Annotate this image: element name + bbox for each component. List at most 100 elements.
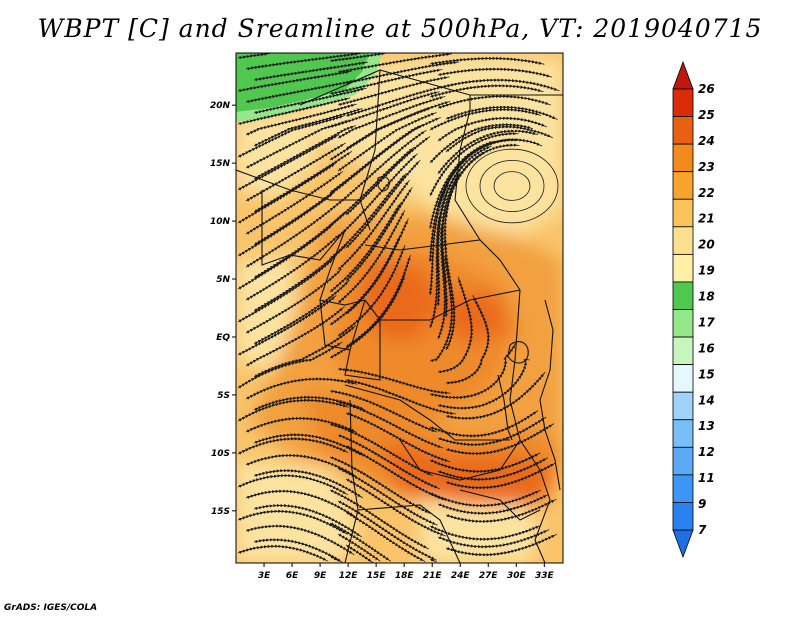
colorbar-label: 13	[698, 419, 715, 433]
colorbar-segment	[672, 143, 694, 173]
circulation-ring	[479, 159, 545, 212]
coastline-east	[539, 299, 561, 491]
colorbar-segment	[672, 446, 694, 476]
border-congo	[344, 320, 381, 381]
lon-label: 3E	[258, 571, 271, 581]
colorbar-label: 23	[698, 160, 715, 174]
border-west-africa	[236, 169, 360, 201]
lon-label: 6E	[286, 571, 299, 581]
streamline	[445, 533, 558, 557]
border-chad-west	[359, 69, 381, 231]
colorbar-label: 22	[698, 186, 715, 200]
lat-label: 15S	[211, 507, 230, 517]
circulation-ring	[465, 148, 559, 224]
lon-label: 12E	[339, 571, 359, 581]
colorbar-label: 16	[698, 341, 715, 355]
colorbar-segment	[672, 391, 694, 421]
colorbar-label: 20	[698, 238, 715, 252]
lake-victoria	[507, 341, 529, 364]
lake-tanganyika	[497, 374, 513, 441]
colorbar-label: 15	[698, 367, 715, 381]
lat-label: EQ	[216, 333, 230, 343]
border-car	[364, 239, 521, 291]
colorbar-segment	[672, 88, 694, 117]
streamline	[437, 94, 551, 110]
streamline	[237, 473, 349, 496]
border-zimbabwe	[459, 489, 541, 521]
colorbar-segment	[672, 364, 694, 393]
colorbar-label: 18	[698, 290, 715, 304]
lon-label: 33E	[535, 571, 555, 581]
colorbar-segment	[672, 253, 694, 283]
lon-label: 27E	[479, 571, 499, 581]
lon-label: 21E	[423, 571, 443, 581]
colorbar-label: 14	[698, 393, 715, 407]
colorbar-top-arrow	[672, 60, 694, 90]
lat-label: 5S	[217, 391, 230, 401]
map-frame	[235, 52, 564, 564]
chart-title: WBPT [C] and Sreamline at 500hPa, VT: 20…	[37, 14, 763, 43]
colorbar-label: 9	[698, 497, 706, 511]
border-east-africa	[509, 289, 521, 441]
colorbar-label: 7	[698, 523, 707, 537]
border-gabon	[319, 299, 366, 351]
border-angola	[344, 399, 359, 563]
border-drc-north	[364, 289, 521, 321]
lon-label: 30E	[507, 571, 527, 581]
grads-credit: GrADS: IGES/COLA	[4, 603, 98, 613]
streamline	[253, 469, 364, 499]
streamline	[445, 498, 557, 524]
colorbar-segment	[672, 198, 694, 228]
wbpt-field	[236, 53, 563, 563]
circulation-ring	[493, 171, 531, 201]
streamline	[329, 555, 340, 562]
border-namibia	[357, 504, 461, 563]
country-borders	[236, 69, 563, 563]
streamline	[237, 398, 349, 422]
streamline	[445, 462, 556, 490]
streamline	[429, 558, 437, 563]
lake-chad	[377, 176, 390, 192]
colorbar: 26 25 24 23 22 21 20 19 18 17 16 15 14 13 12 11 9 7	[672, 60, 715, 559]
colorbar-label: 26	[698, 82, 715, 96]
streamline	[253, 538, 344, 563]
colorbar-label: 11	[698, 471, 715, 485]
colorbar-segment	[672, 116, 694, 145]
border-drc-south	[344, 384, 510, 441]
lat-label: 20N	[210, 101, 231, 111]
border-nigeria	[261, 190, 346, 266]
colorbar-bottom-arrow	[672, 529, 694, 559]
lat-label: 10N	[210, 217, 231, 227]
streamline	[237, 544, 329, 562]
streamline	[245, 377, 358, 400]
colorbar-label: 17	[698, 315, 715, 329]
lat-label: 5N	[216, 275, 230, 285]
streamline	[445, 423, 555, 456]
lon-label: 9E	[314, 571, 327, 581]
colorbar-segment	[672, 474, 694, 503]
streamline	[345, 544, 374, 563]
colorbar-segment	[672, 171, 694, 200]
colorbar-segment	[672, 309, 694, 338]
colorbar-label: 21	[698, 212, 715, 226]
lat-label: 10S	[211, 449, 230, 459]
colorbar-label: 24	[698, 134, 715, 148]
colorbar-segment	[672, 226, 694, 255]
colorbar-label: 19	[698, 264, 715, 278]
lon-label: 15E	[367, 571, 387, 581]
axis-ticks: 20N 15N 10N 5N EQ 5S 10S 15S 3E 6E 9E 12E 15E 18E 21E 2…	[210, 101, 555, 581]
lon-label: 24E	[451, 571, 471, 581]
lat-label: 15N	[210, 159, 231, 169]
colorbar-segment	[672, 336, 694, 366]
lon-label: 18E	[395, 571, 415, 581]
colorbar-segment	[672, 419, 694, 448]
border-chad-east	[454, 109, 481, 241]
border-sahara	[299, 69, 471, 110]
border-mozambique	[519, 439, 551, 563]
colorbar-label: 25	[698, 108, 715, 122]
colorbar-segment	[672, 502, 694, 531]
colorbar-label: 12	[698, 445, 715, 459]
streamline	[237, 437, 349, 455]
streamline	[245, 416, 357, 433]
